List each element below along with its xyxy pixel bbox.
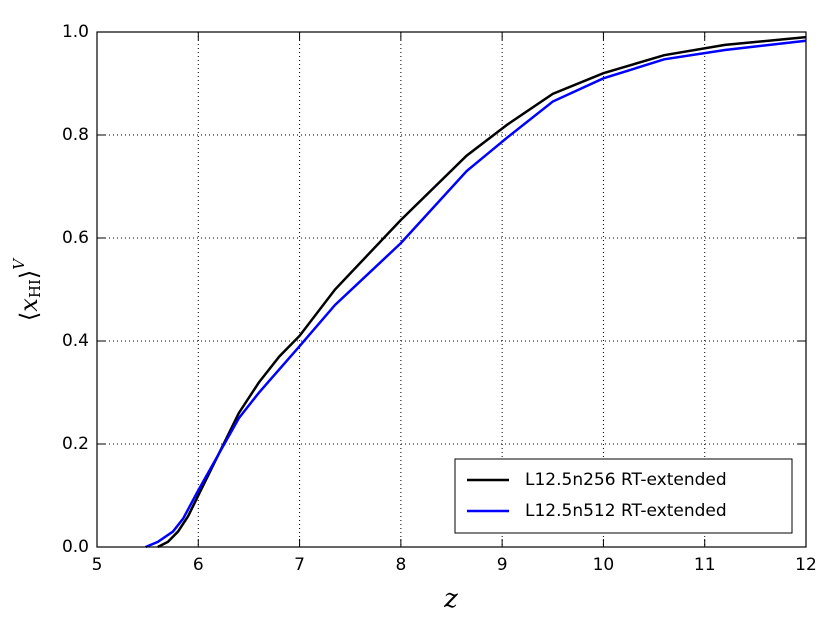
line xyxy=(157,35,807,549)
y-label-part: HI xyxy=(26,279,44,298)
line xyxy=(145,39,807,549)
y-axis-label: ⟨xHI⟩V xyxy=(10,257,44,321)
y-tick-label: 0.6 xyxy=(62,228,89,248)
y-label-part: ⟩ xyxy=(15,270,43,279)
y-tick-label: 0.8 xyxy=(62,125,89,145)
legend-label: L12.5n512 RT-extended xyxy=(525,501,727,521)
y-tick-label: 0.0 xyxy=(62,537,89,557)
plot-frame xyxy=(96,31,807,548)
y-label-part: x xyxy=(15,298,43,312)
y-label-part: V xyxy=(10,257,28,270)
x-tick-label: 11 xyxy=(694,555,716,575)
y-tick-label: 1.0 xyxy=(62,22,89,42)
x-tick-label: 5 xyxy=(92,555,103,575)
legend-label: L12.5n256 RT-extended xyxy=(525,470,727,490)
x-tick-label: 12 xyxy=(795,555,817,575)
y-tick-label: 0.2 xyxy=(62,434,89,454)
x-axis-label: z xyxy=(443,584,458,614)
x-tick-label: 8 xyxy=(395,555,406,575)
x-tick-label: 10 xyxy=(593,555,615,575)
x-tick-label: 7 xyxy=(294,555,305,575)
y-label-part: ⟨ xyxy=(15,312,43,321)
x-tick-label: 9 xyxy=(497,555,508,575)
x-tick-label: 6 xyxy=(193,555,204,575)
y-tick-label: 0.4 xyxy=(62,331,89,351)
legend-box xyxy=(454,458,793,534)
